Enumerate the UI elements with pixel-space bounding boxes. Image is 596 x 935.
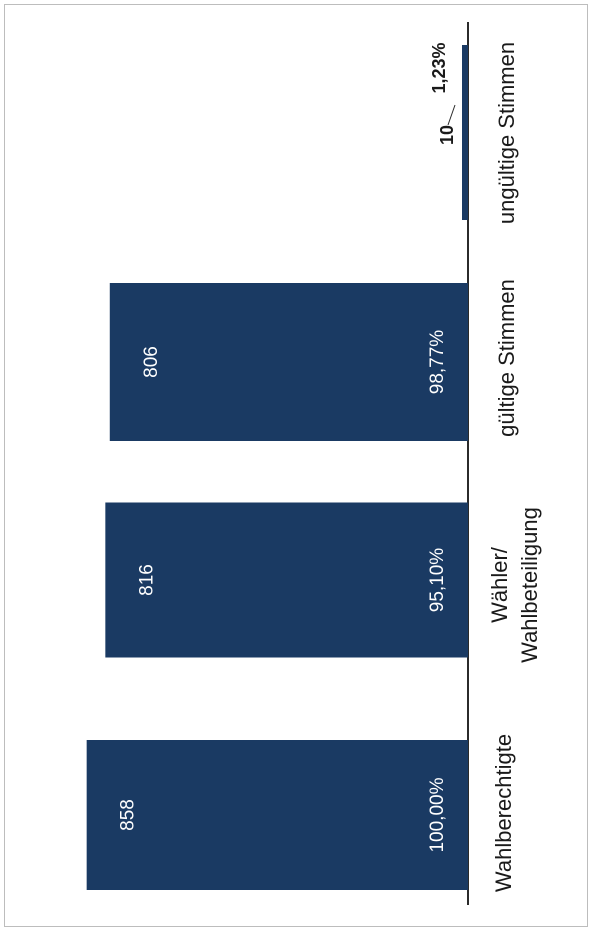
value-label-3: 806 [141, 346, 162, 378]
bar-1 [86, 740, 469, 890]
value-label-1: 858 [118, 799, 139, 831]
percent-label-2: 95,10% [427, 548, 448, 613]
category-label-2-line-1: Wähler/ [487, 546, 512, 623]
percent-label-1: 100,00% [427, 777, 448, 852]
leader-line-4 [447, 104, 456, 126]
bar-4 [462, 45, 468, 220]
category-label-1: Wahlberechtigte [491, 734, 516, 892]
bar-2 [105, 502, 468, 658]
value-label-2: 816 [136, 564, 157, 596]
bar-3 [109, 283, 469, 441]
category-label-3: gültige Stimmen [494, 279, 519, 437]
percent-label-4: 1,23% [429, 42, 449, 93]
category-label-2-line-2: Wahlbeteiligung [517, 507, 542, 663]
percent-label-3: 98,77% [427, 330, 448, 395]
category-label-4: ungültige Stimmen [494, 42, 519, 224]
value-label-4: 10 [437, 125, 457, 145]
